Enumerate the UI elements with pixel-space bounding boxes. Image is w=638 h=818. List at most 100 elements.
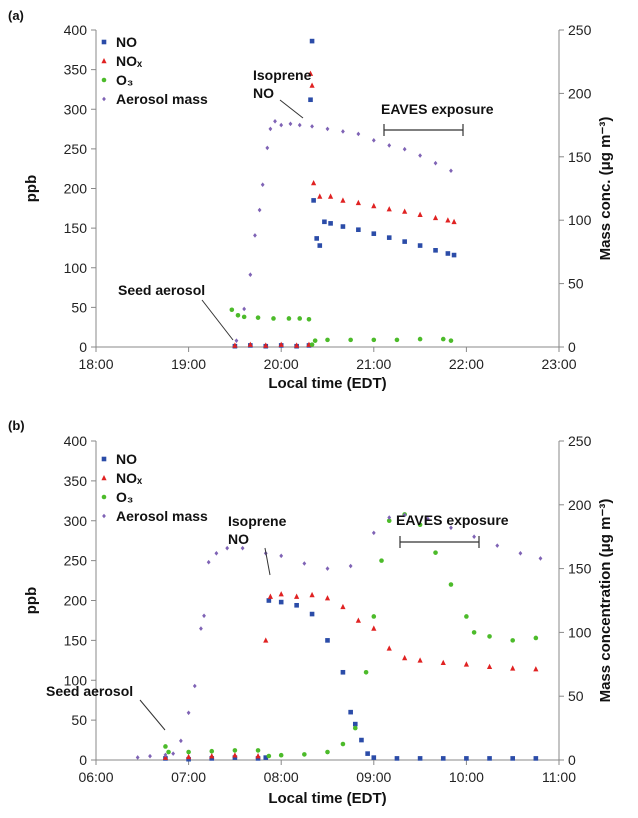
x-tick-label: 06:00 bbox=[78, 769, 113, 785]
data-point-o3 bbox=[309, 342, 315, 347]
series-o3 bbox=[163, 512, 539, 759]
data-point-aerosol bbox=[148, 753, 152, 759]
data-point-no bbox=[386, 235, 392, 240]
data-point-aerosol bbox=[449, 168, 453, 174]
legend-label-o3: O₃ bbox=[116, 489, 133, 505]
data-point-aerosol bbox=[348, 563, 353, 569]
data-point-nox bbox=[209, 753, 215, 759]
data-point-aerosol bbox=[214, 550, 219, 556]
data-point-aerosol bbox=[265, 145, 270, 151]
y2-tick-label: 200 bbox=[568, 85, 592, 101]
data-point-nox bbox=[417, 211, 423, 217]
data-point-aerosol bbox=[253, 233, 257, 238]
data-point-nox bbox=[263, 342, 269, 348]
data-point-aerosol bbox=[234, 338, 239, 343]
data-point-no bbox=[322, 219, 327, 225]
data-point-nox bbox=[324, 595, 331, 601]
y2-tick-label: 150 bbox=[568, 149, 592, 165]
y-tick-label: 150 bbox=[64, 632, 88, 648]
legend-marker-no bbox=[101, 39, 107, 45]
data-point-no bbox=[371, 755, 377, 760]
data-point-no bbox=[308, 97, 313, 103]
annotation-seed-line bbox=[201, 299, 234, 341]
y-tick-label: 300 bbox=[64, 101, 88, 117]
legend-label-no: NO bbox=[116, 34, 137, 50]
annotation-eaves-exposure: EAVES exposure bbox=[381, 101, 494, 117]
data-point-nox bbox=[255, 753, 261, 759]
data-point-aerosol bbox=[371, 138, 376, 143]
annotation-seed-aerosol: Seed aerosol bbox=[118, 282, 205, 298]
legend-marker-o3 bbox=[101, 494, 107, 500]
data-point-nox bbox=[294, 342, 300, 348]
y2-tick-label: 250 bbox=[568, 22, 592, 38]
x-tick-label: 09:00 bbox=[356, 769, 391, 785]
data-point-o3 bbox=[163, 744, 168, 749]
series-aerosol bbox=[135, 512, 543, 760]
annotation-isoprene-line bbox=[264, 547, 271, 576]
data-point-nox bbox=[371, 625, 377, 631]
data-point-nox bbox=[510, 665, 516, 671]
legend-marker-o3 bbox=[101, 77, 107, 83]
y-axis-label: ppb bbox=[23, 175, 40, 203]
data-point-nox bbox=[386, 645, 392, 651]
y-tick-label: 350 bbox=[64, 62, 88, 78]
data-point-o3 bbox=[371, 614, 377, 619]
data-point-o3 bbox=[271, 316, 276, 321]
data-point-o3 bbox=[241, 314, 247, 320]
x-tick-label: 08:00 bbox=[264, 769, 299, 785]
data-point-aerosol bbox=[202, 613, 206, 619]
data-point-no bbox=[328, 221, 333, 226]
data-point-nox bbox=[417, 657, 423, 663]
data-point-nox bbox=[402, 208, 408, 214]
x-axis-label: Local time (EDT) bbox=[268, 790, 386, 807]
data-point-nox bbox=[267, 593, 273, 599]
annotation-eaves-exposure: EAVES exposure bbox=[396, 512, 509, 528]
annotation-seed-line bbox=[139, 699, 166, 731]
data-point-o3 bbox=[278, 752, 284, 758]
y2-tick-label: 150 bbox=[568, 561, 592, 577]
data-point-nox bbox=[294, 593, 300, 599]
data-point-o3 bbox=[386, 518, 392, 524]
data-point-aerosol bbox=[248, 272, 253, 278]
data-point-nox bbox=[327, 193, 334, 199]
data-point-nox bbox=[278, 341, 284, 347]
data-point-no bbox=[209, 756, 215, 761]
data-point-o3 bbox=[417, 522, 423, 528]
y-tick-label: 150 bbox=[64, 220, 88, 236]
data-point-no bbox=[325, 638, 330, 643]
data-point-nox bbox=[263, 637, 269, 643]
data-point-nox bbox=[355, 199, 361, 206]
y-tick-label: 300 bbox=[64, 513, 88, 529]
data-point-aerosol bbox=[418, 153, 422, 158]
legend: NO NOₓ O₃ Aerosol mass bbox=[101, 34, 208, 107]
panel-label: (a) bbox=[8, 8, 24, 23]
y2-tick-label: 250 bbox=[568, 433, 592, 449]
data-point-o3 bbox=[379, 558, 384, 563]
data-point-no bbox=[510, 756, 515, 761]
y-tick-label: 250 bbox=[64, 553, 88, 569]
data-point-nox bbox=[402, 654, 408, 661]
data-point-aerosol bbox=[135, 755, 140, 760]
data-point-aerosol bbox=[302, 561, 307, 566]
data-point-aerosol bbox=[310, 124, 314, 129]
data-point-nox bbox=[340, 603, 346, 610]
x-axis-label: Local time (EDT) bbox=[268, 375, 386, 392]
data-point-o3 bbox=[255, 315, 261, 320]
data-point-no bbox=[371, 231, 377, 236]
legend: NO NOₓ O₃ Aerosol mass bbox=[101, 451, 208, 524]
data-point-no bbox=[348, 709, 353, 715]
data-point-o3 bbox=[487, 634, 492, 639]
data-point-nox bbox=[445, 217, 451, 223]
y-tick-label: 200 bbox=[64, 181, 88, 197]
y2-tick-label: 50 bbox=[568, 688, 584, 704]
series-aerosol bbox=[234, 118, 453, 343]
data-point-o3 bbox=[448, 582, 454, 587]
data-point-aerosol bbox=[387, 143, 392, 148]
data-point-no bbox=[317, 243, 323, 248]
data-point-nox bbox=[440, 659, 446, 666]
data-point-aerosol bbox=[297, 122, 302, 128]
data-point-o3 bbox=[363, 669, 369, 675]
data-point-no bbox=[394, 756, 400, 761]
data-point-o3 bbox=[448, 338, 454, 343]
data-point-no bbox=[359, 737, 364, 743]
